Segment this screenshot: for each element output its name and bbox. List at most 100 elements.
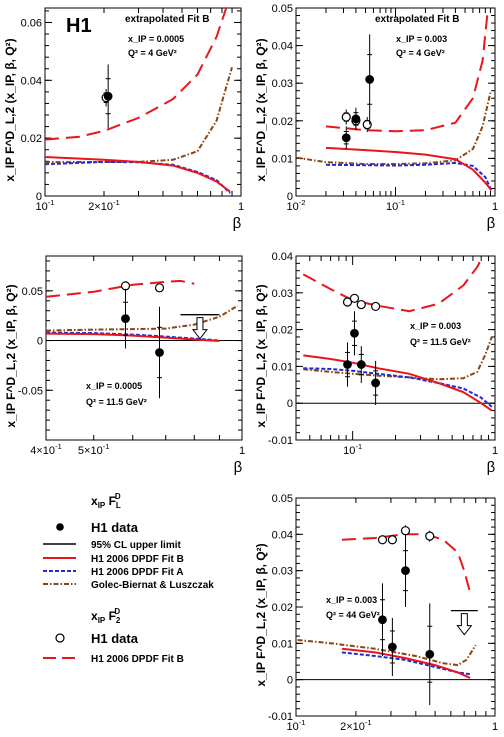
curve-fitb-fl xyxy=(45,156,231,193)
panel-5: -0.01 0 0.01 0.02 0.03 0.04 0.05 10-1 2×10-1 1 β x_… xyxy=(254,493,498,737)
y-tick-label: 0.01 xyxy=(272,153,293,165)
curve-fitb-f2 xyxy=(341,533,472,593)
plot-frame xyxy=(295,497,496,717)
y-tick-label: 0.06 xyxy=(21,17,42,29)
y-tick-label: 0.02 xyxy=(272,116,293,128)
y-tick-label: 0.01 xyxy=(272,361,293,373)
y-tick-label: 0 xyxy=(287,398,293,410)
curve-fitb-fl xyxy=(303,354,493,412)
y-tick-label: 0.02 xyxy=(272,602,293,614)
legend-fitb-f2-label: H1 2006 DPDF Fit B xyxy=(91,654,184,665)
fl-data-point xyxy=(121,314,130,324)
x-tick-label: 1 xyxy=(492,201,498,213)
curve-gbw-fl xyxy=(45,67,233,164)
fl-data-point xyxy=(371,378,381,388)
x-tick-label: 10-1 xyxy=(286,718,305,733)
y-tick-label: 0.03 xyxy=(272,78,293,90)
xip-label: x_IP = 0.003 xyxy=(410,321,461,331)
x-tick-label: 1 xyxy=(238,201,244,213)
y-tick-label: 0.02 xyxy=(21,133,42,145)
legend-f2-header: xIP F2D xyxy=(91,607,121,625)
xip-label: x_IP = 0.0005 xyxy=(128,34,184,44)
curve-gbw-fl xyxy=(46,304,239,332)
y-tick-label: 0 xyxy=(36,191,42,203)
curves xyxy=(46,279,239,342)
xip-label: x_IP = 0.0005 xyxy=(86,381,142,391)
x-axis-label: β xyxy=(234,459,243,476)
fl-data-point xyxy=(350,328,359,338)
plot-frame xyxy=(44,7,242,197)
x-tick-label: 1 xyxy=(239,445,245,457)
curves xyxy=(302,256,493,412)
x-tick-label: 1 xyxy=(492,445,498,457)
panel-2: 0 0.01 0.02 0.03 0.04 0.05 10-2 10-1 1 β x_IP F^D_… xyxy=(254,3,498,232)
f2-data-point xyxy=(154,283,165,293)
curve-fitb-f2 xyxy=(45,8,228,141)
y-tick-label: 0.05 xyxy=(272,3,293,15)
q2-label: Q² = 11.5 GeV² xyxy=(86,397,147,407)
curve-gbw-fl xyxy=(296,638,477,667)
h1-logo: H1 xyxy=(66,15,92,37)
fl-data-point xyxy=(343,360,352,369)
q2-label: Q² = 4 GeV² xyxy=(128,48,177,58)
f2-data-point xyxy=(371,301,381,312)
legend-h1-filled-marker xyxy=(56,523,64,531)
curve-fitb-fl xyxy=(325,146,493,192)
y-tick-label: 0.04 xyxy=(272,41,293,53)
legend-h1-data-f2: H1 data xyxy=(91,631,139,646)
x-tick-label: 2×10-1 xyxy=(340,718,372,733)
xip-label: x_IP = 0.003 xyxy=(326,595,377,605)
legend-fita-label: H1 2006 DPDF Fit A xyxy=(91,567,183,578)
curve-fita-fl xyxy=(325,161,493,191)
curve-fita-fl xyxy=(341,651,471,676)
x-axis-label: β xyxy=(487,215,496,232)
curve-fita-fl xyxy=(45,160,231,194)
x-axis-label: β xyxy=(487,735,496,737)
y-tick-label: 0.02 xyxy=(272,325,293,337)
f2-data-point xyxy=(425,531,435,541)
f2-data-point xyxy=(356,299,366,310)
x-tick-label: 10-1 xyxy=(343,442,362,457)
fl-data-point xyxy=(378,615,387,625)
q2-label: Q² = 44 GeV² xyxy=(326,610,380,620)
fl-data-point xyxy=(425,649,435,659)
y-tick-label: 0.05 xyxy=(22,286,43,298)
xip-label: x_IP = 0.003 xyxy=(396,34,447,44)
curve-fitb-fl xyxy=(46,332,220,342)
y-tick-label: 0.03 xyxy=(272,566,293,578)
y-tick-label: -0.05 xyxy=(18,385,43,397)
x-tick-label: 10-1 xyxy=(386,198,405,213)
legend-fl-header: xIP FLD xyxy=(91,492,121,510)
y-tick-label: 0.04 xyxy=(21,75,42,87)
y-tick-label: -0.01 xyxy=(268,711,293,723)
y-axis-label: x_IP F^D_L,2 (x_IP, β, Q²) xyxy=(4,284,18,427)
plot-frame xyxy=(45,255,243,441)
x-tick-label: 5×10-1 xyxy=(78,442,110,457)
y-axis-label: x_IP F^D_L,2 (x_IP, β, Q²) xyxy=(254,38,268,181)
y-axis-label: x_IP F^D_L,2 (x_IP, β, Q²) xyxy=(254,284,268,427)
curve-fitb-f2 xyxy=(325,8,489,133)
curve-fitb-fl xyxy=(341,647,471,679)
legend-cl-label: 95% CL upper limit xyxy=(91,540,182,551)
panel-1: 0 0.02 0.04 0.06 10-1 2×10-1 1 β x_IP F^D_L,2 (x… xyxy=(3,7,244,232)
fl-data-point xyxy=(401,566,410,576)
curve-fitb-f2 xyxy=(302,256,485,313)
x-tick-label: 10-1 xyxy=(35,198,54,213)
curve-fitb-f2 xyxy=(46,279,195,298)
fl-data-point xyxy=(351,114,361,124)
x-tick-label: 2×10-1 xyxy=(88,198,120,213)
legend-h1-open-marker xyxy=(55,633,65,643)
f2-data-point xyxy=(349,293,360,303)
f2-data-point xyxy=(400,526,411,536)
fl-data-point xyxy=(356,360,366,369)
y-axis-label: x_IP F^D_L,2 (x_IP, β, Q²) xyxy=(254,543,268,686)
curve-fita-fl xyxy=(303,367,493,408)
y-tick-label: 0.01 xyxy=(272,638,293,650)
plots-layer: 0 0.02 0.04 0.06 10-1 2×10-1 1 β x_IP F^D_L,2 (x… xyxy=(3,3,498,737)
fl-data-point xyxy=(103,91,113,101)
panel-4: -0.01 0 0.01 0.02 0.03 0.04 10-1 1 β x_IP F^D_L,2… xyxy=(254,251,498,476)
f2-data-point xyxy=(120,281,131,291)
y-tick-label: -0.01 xyxy=(268,435,293,447)
f2-data-point xyxy=(377,535,388,545)
